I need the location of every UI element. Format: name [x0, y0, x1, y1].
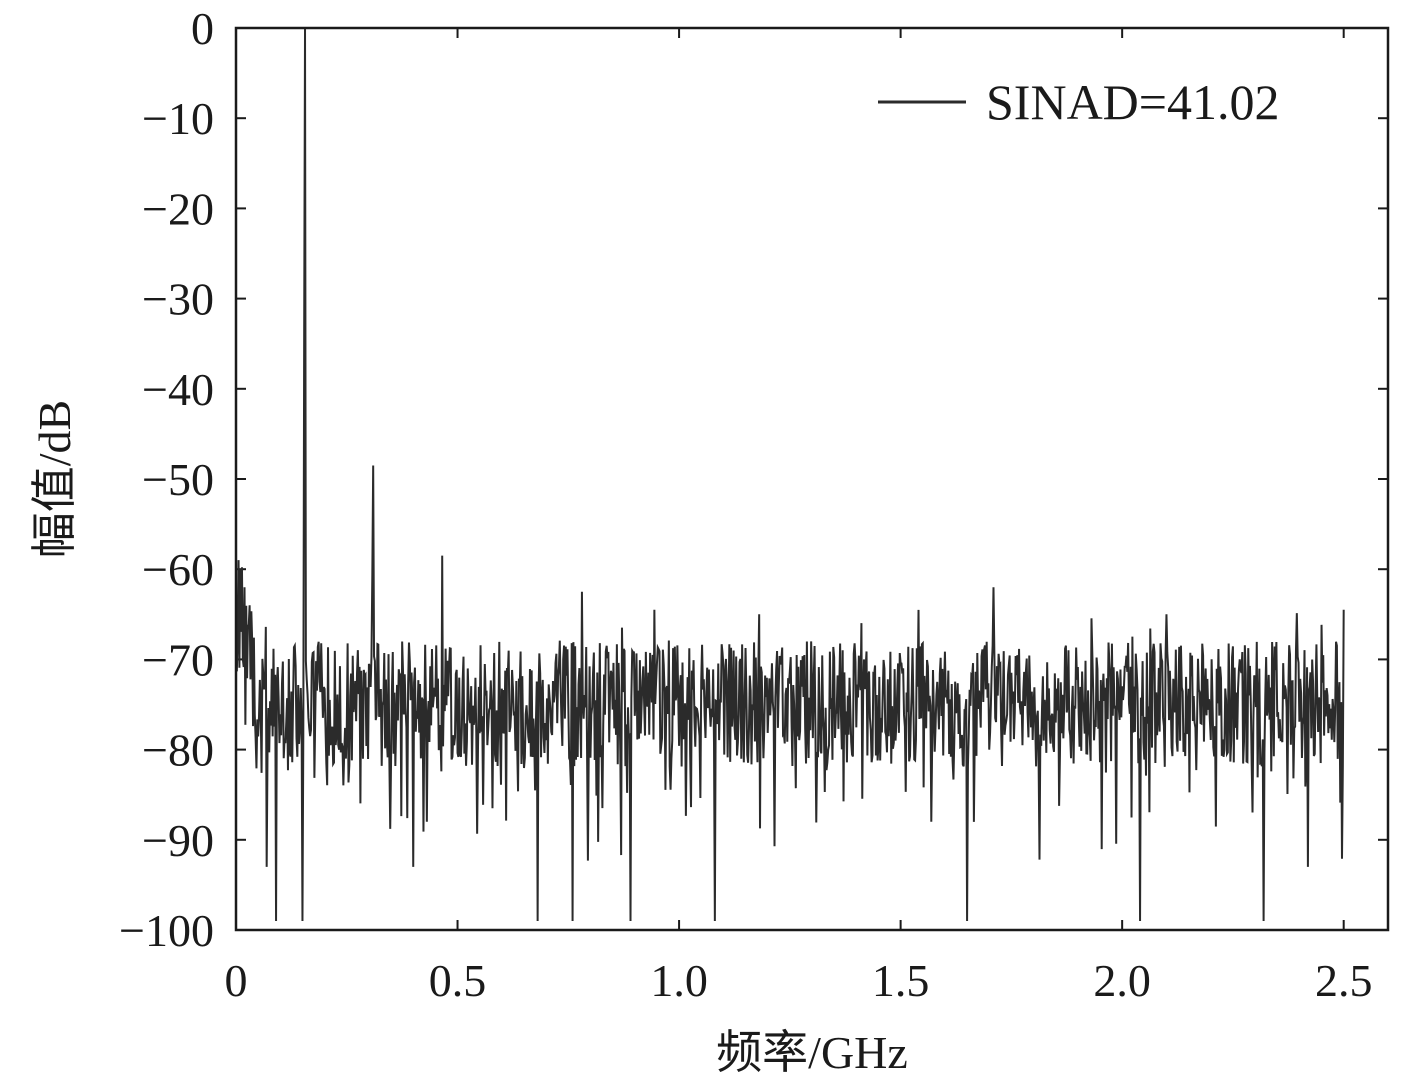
- y-tick-labels: 0 −10 −20 −30 −40 −50 −60 −70 −80 −90 −100: [119, 3, 214, 956]
- plot-frame: [234, 26, 1390, 932]
- x-tick-labels: 0 0.5 1.0 1.5 2.0 2.5: [225, 955, 1373, 1006]
- y-tick-label: −80: [142, 725, 214, 776]
- y-tick-label: −20: [142, 183, 214, 234]
- y-tick-label: −40: [142, 364, 214, 415]
- y-tick-label: −60: [142, 544, 214, 595]
- y-tick-label: −100: [119, 905, 214, 956]
- y-tick-label: 0: [191, 3, 214, 54]
- legend: SINAD=41.02: [878, 74, 1279, 130]
- x-tick-label: 1.0: [650, 955, 708, 1006]
- series-layer: [235, 27, 1345, 921]
- y-tick-label: −50: [142, 454, 214, 505]
- x-tick-label: 0.5: [429, 955, 487, 1006]
- legend-label: SINAD=41.02: [986, 74, 1279, 130]
- x-tick-label: 1.5: [872, 955, 930, 1006]
- y-tick-label: −90: [142, 815, 214, 866]
- x-tick-label: 2.0: [1093, 955, 1151, 1006]
- x-tick-label: 2.5: [1315, 955, 1373, 1006]
- x-tick-label: 0: [225, 955, 248, 1006]
- spectrum-series-line: [235, 27, 1345, 921]
- y-axis-label: 幅值/dB: [29, 400, 80, 558]
- x-axis-label: 频率/GHz: [716, 1027, 908, 1078]
- y-tick-label: −30: [142, 274, 214, 325]
- y-tick-label: −70: [142, 634, 214, 685]
- y-tick-label: −10: [142, 93, 214, 144]
